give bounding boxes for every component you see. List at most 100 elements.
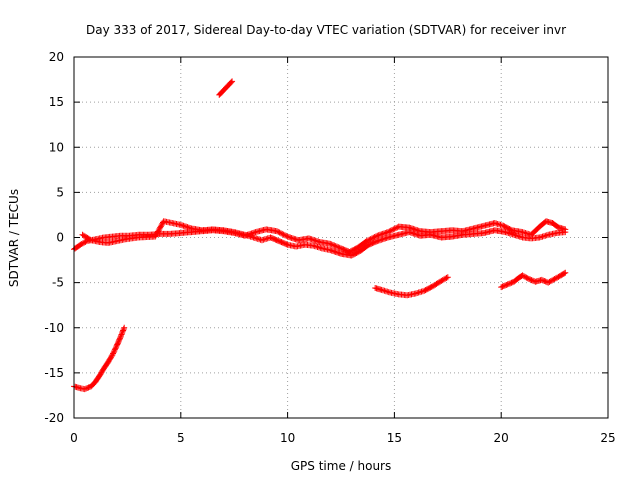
data-point: [121, 324, 128, 331]
data-point: [119, 328, 126, 335]
data-point: [555, 273, 562, 280]
data-point: [117, 334, 124, 341]
data-point: [111, 347, 118, 354]
data-point: [332, 243, 339, 250]
data-point: [331, 242, 338, 249]
data-point: [110, 350, 117, 357]
data-point: [554, 274, 561, 281]
data-point: [79, 240, 86, 247]
x-tick-label: 15: [387, 431, 402, 445]
chart-title: Day 333 of 2017, Sidereal Day-to-day VTE…: [86, 23, 566, 37]
data-point: [228, 79, 235, 86]
series-upper-segment: [216, 78, 236, 98]
data-point: [437, 278, 444, 285]
data-point: [372, 233, 379, 240]
data-point: [541, 278, 548, 284]
data-point: [551, 276, 558, 283]
y-axis-label: SDTVAR / TECUs: [7, 189, 21, 287]
x-axis-label: GPS time / hours: [291, 459, 392, 473]
data-point: [283, 232, 290, 239]
data-point: [438, 277, 445, 284]
series-lower-trace: [79, 218, 569, 259]
data-point: [524, 275, 531, 282]
y-tick-label: -10: [44, 321, 64, 335]
y-tick-label: 10: [49, 140, 64, 154]
data-point: [442, 275, 449, 282]
data-point: [152, 233, 159, 240]
data-point: [388, 227, 395, 234]
data-point: [120, 326, 127, 333]
data-point: [276, 229, 283, 236]
axis-ticks: 0 5 10 15 20 25 -20 -15 -10 -5 0 5 10 15 20: [44, 50, 615, 445]
data-point: [561, 270, 568, 277]
data-point: [327, 240, 334, 247]
data-point: [508, 279, 515, 286]
y-tick-label: 15: [49, 95, 64, 109]
data-point: [118, 331, 125, 338]
data-point: [391, 225, 398, 232]
data-point: [78, 240, 85, 247]
data-point: [440, 276, 447, 283]
data-point: [82, 238, 89, 245]
data-point: [335, 244, 342, 251]
data-point: [384, 229, 391, 236]
data-point: [84, 385, 91, 392]
data-point: [158, 222, 165, 229]
data-point: [503, 281, 510, 288]
data-point: [523, 274, 530, 281]
data-point: [275, 228, 282, 235]
data-point: [112, 345, 119, 352]
data-point: [529, 277, 536, 284]
data-point: [371, 234, 378, 241]
data-point: [329, 241, 336, 248]
y-tick-label: 20: [49, 50, 64, 64]
data-point: [155, 227, 162, 234]
data-point: [505, 280, 512, 287]
data-point: [153, 231, 160, 238]
data-point: [499, 283, 506, 290]
data-point: [439, 277, 446, 284]
data-point: [152, 232, 159, 239]
data-point: [393, 225, 400, 232]
data-point: [562, 269, 569, 276]
data-point: [119, 330, 126, 337]
data-point: [111, 346, 118, 353]
y-tick-label: 0: [56, 231, 64, 245]
data-point: [110, 349, 117, 356]
data-point: [156, 225, 163, 232]
data-point: [545, 279, 552, 286]
data-point: [387, 227, 394, 234]
data-point: [364, 237, 371, 244]
x-tick-label: 10: [280, 431, 295, 445]
series-bottom-left-segment: [71, 324, 128, 393]
data-point: [562, 229, 569, 236]
data-point: [283, 241, 290, 248]
data-point: [113, 344, 120, 351]
data-point: [507, 280, 514, 287]
data-point: [520, 273, 527, 280]
data-point: [229, 78, 236, 85]
data-point: [273, 228, 280, 235]
data-point: [120, 327, 127, 334]
data-point: [333, 243, 340, 250]
data-point: [367, 236, 374, 243]
data-point: [277, 230, 284, 237]
data-point: [527, 276, 534, 283]
data-point: [540, 277, 547, 284]
data-point: [81, 239, 88, 246]
data-point: [281, 232, 288, 239]
data-point: [157, 223, 164, 230]
data-point: [507, 226, 514, 233]
series-mid-segment-a: [372, 274, 451, 299]
data-point: [336, 244, 343, 251]
data-point: [85, 384, 92, 391]
data-point: [528, 277, 535, 284]
data-point: [81, 386, 88, 393]
data-point: [77, 241, 84, 248]
data-point: [366, 236, 373, 243]
data-point: [363, 238, 370, 245]
data-point: [546, 278, 553, 285]
data-point: [86, 236, 93, 243]
x-tick-label: 0: [70, 431, 78, 445]
data-point: [109, 351, 116, 358]
